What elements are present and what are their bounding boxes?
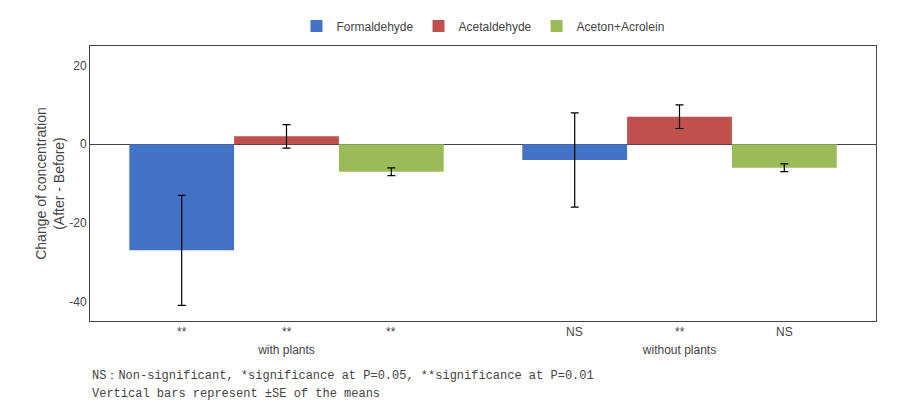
svg-text:with plants: with plants — [257, 343, 315, 357]
svg-text:Vertical bars represent ±SE of: Vertical bars represent ±SE of the means — [92, 387, 380, 401]
svg-text:Aceton+Acrolein: Aceton+Acrolein — [577, 20, 665, 34]
svg-text:20: 20 — [73, 59, 87, 73]
svg-text:NS: NS — [776, 325, 793, 339]
svg-text:Acetaldehyde: Acetaldehyde — [459, 20, 532, 34]
svg-text:**: ** — [386, 325, 396, 339]
svg-text:-40: -40 — [69, 295, 87, 309]
svg-text:0: 0 — [80, 137, 87, 151]
svg-text:Formaldehyde: Formaldehyde — [337, 20, 414, 34]
svg-text:NS: NS — [566, 325, 583, 339]
svg-text:**: ** — [675, 325, 685, 339]
svg-text:**: ** — [282, 325, 292, 339]
svg-text:-20: -20 — [69, 216, 87, 230]
svg-text:**: ** — [177, 325, 187, 339]
svg-text:without plants: without plants — [642, 343, 716, 357]
svg-text:Change of concentration(After: Change of concentration(After - Before) — [33, 107, 67, 260]
svg-text:NS：Non-significant, *significa: NS：Non-significant, *significance at P=0… — [92, 369, 594, 383]
